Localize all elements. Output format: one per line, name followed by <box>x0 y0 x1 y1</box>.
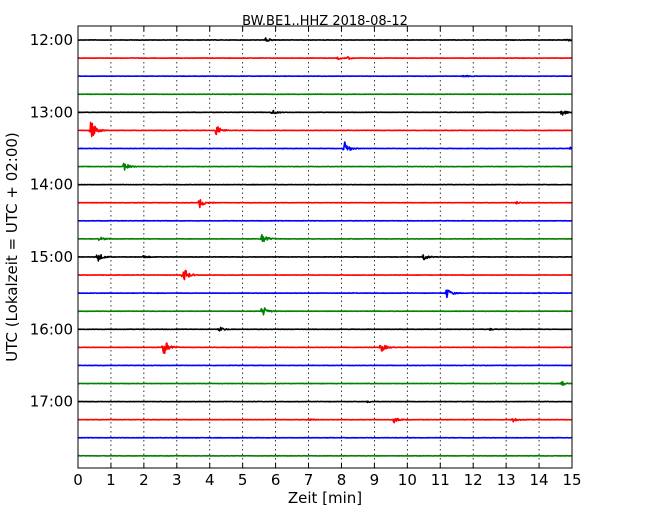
x-tick-label: 15 <box>562 471 581 489</box>
x-tick-label: 13 <box>497 471 516 489</box>
x-tick-label: 7 <box>304 471 314 489</box>
trace-line <box>77 198 573 209</box>
y-tick-label: 15:00 <box>30 248 73 266</box>
y-axis-ticks: 12:00 13:00 14:00 15:00 16:00 17:00 <box>30 31 83 411</box>
seismic-traces <box>77 37 573 457</box>
x-tick-label: 3 <box>172 471 182 489</box>
trace-line <box>77 141 573 151</box>
y-tick-label: 13:00 <box>30 103 73 121</box>
trace-line <box>77 74 573 78</box>
x-tick-label: 12 <box>464 471 483 489</box>
x-tick-label: 10 <box>398 471 417 489</box>
trace-line <box>77 56 573 61</box>
x-tick-label: 9 <box>370 471 380 489</box>
plot-frame <box>77 25 573 469</box>
x-tick-label: 4 <box>205 471 215 489</box>
x-tick-label: 2 <box>139 471 149 489</box>
trace-line <box>77 342 573 355</box>
trace-line <box>77 37 573 42</box>
trace-line <box>77 326 573 332</box>
trace-line <box>77 109 573 116</box>
x-axis-ticks: 0 1 2 3 4 5 6 7 8 9 10 11 12 13 14 15 <box>73 26 582 489</box>
y-tick-label: 12:00 <box>30 31 73 49</box>
trace-line <box>77 289 573 299</box>
x-tick-label: 11 <box>431 471 450 489</box>
trace-line <box>77 400 573 404</box>
trace-line <box>77 121 573 138</box>
y-axis-label: UTC (Lokalzeit = UTC + 02:00) <box>3 132 21 362</box>
x-tick-label: 14 <box>530 471 549 489</box>
trace-line <box>77 162 573 171</box>
x-tick-label: 1 <box>106 471 116 489</box>
trace-line <box>77 269 573 281</box>
x-axis-label: Zeit [min] <box>288 489 362 507</box>
x-tick-label: 0 <box>73 471 83 489</box>
trace-line <box>77 380 573 386</box>
y-tick-label: 16:00 <box>30 320 73 338</box>
trace-line <box>77 417 573 424</box>
y-tick-label: 14:00 <box>30 176 73 194</box>
x-tick-label: 8 <box>337 471 347 489</box>
x-tick-label: 5 <box>238 471 248 489</box>
trace-line <box>77 254 573 262</box>
trace-line <box>77 233 573 243</box>
x-tick-label: 6 <box>271 471 281 489</box>
grid-lines <box>110 26 540 468</box>
trace-line <box>77 307 573 316</box>
chart-title: BW.BE1..HHZ 2018-08-12 <box>242 14 408 29</box>
y-tick-label: 17:00 <box>30 393 73 411</box>
